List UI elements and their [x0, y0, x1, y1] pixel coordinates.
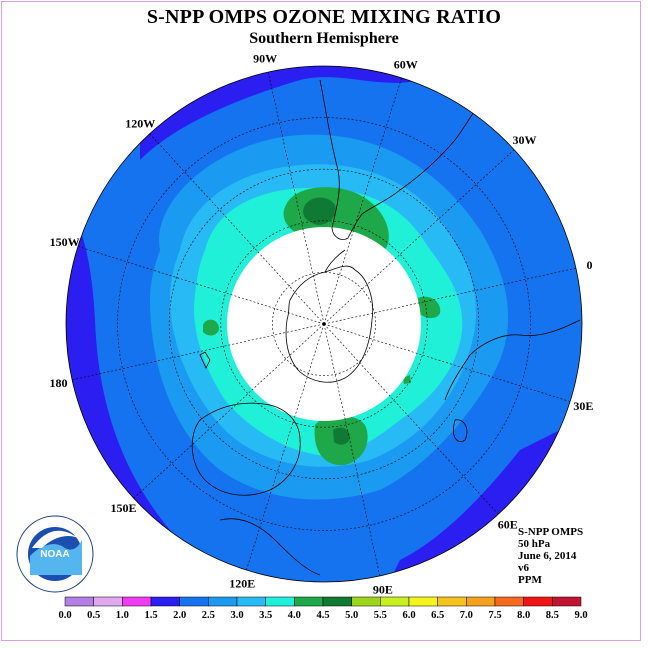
longitude-label: 0 — [587, 258, 593, 272]
meridian-line — [246, 323, 325, 571]
colorbar-tick-label: 9.0 — [574, 610, 587, 621]
image-frame — [1, 1, 641, 641]
colorbar-swatch — [208, 596, 238, 607]
colorbar-tick-label: 2.5 — [202, 610, 215, 621]
colorbar-swatch — [236, 596, 266, 607]
coast-new-zealand — [199, 351, 211, 369]
coast-madagascar — [453, 419, 468, 442]
colorbar-swatch — [523, 596, 553, 607]
longitude-label: 60E — [498, 518, 518, 532]
info-version: v6 — [518, 562, 529, 574]
colorbar-swatch — [265, 596, 295, 607]
colorbar-tick-label: 0.0 — [58, 610, 71, 621]
coast-africa — [444, 319, 581, 401]
noaa-logo-text: NOAA — [40, 549, 69, 560]
colorbar-tick-label: 8.0 — [517, 610, 530, 621]
graticule — [72, 72, 576, 576]
longitude-label: 120W — [125, 116, 155, 130]
longitude-label: 60W — [394, 58, 418, 72]
colorbar-tick-label: 7.0 — [460, 610, 473, 621]
south-pole-marker — [322, 322, 326, 326]
colorbar-swatch — [64, 596, 94, 607]
colorbar-tick-label: 6.0 — [402, 610, 415, 621]
info-date: June 6, 2014 — [518, 550, 577, 562]
colorbar-tick-label: 3.0 — [230, 610, 243, 621]
latitude-circle — [220, 220, 428, 428]
noaa-logo: NOAA — [16, 515, 94, 593]
colorbar-tick-label: 0.5 — [87, 610, 100, 621]
colorbar-swatch — [351, 596, 381, 607]
longitude-label: 90E — [373, 583, 393, 597]
colorbar-swatch — [322, 596, 352, 607]
map-border — [65, 65, 583, 583]
latitude-circle — [168, 168, 480, 480]
colorbar-swatch — [437, 596, 467, 607]
colorbar-swatch — [408, 596, 438, 607]
longitude-label: 30E — [573, 399, 593, 413]
colorbar-tick-label: 5.0 — [345, 610, 358, 621]
colorbar-swatch — [380, 596, 410, 607]
longitude-label: 120E — [229, 576, 255, 590]
colorbar-tick-label: 1.0 — [116, 610, 129, 621]
latitude-circle — [117, 117, 531, 531]
info-satellite: S-NPP OMPS — [518, 526, 584, 538]
info-pressure: 50 hPa — [518, 538, 551, 550]
colorbar-swatch — [122, 596, 152, 607]
colorbar-tick-label: 1.5 — [144, 610, 157, 621]
colorbar-tick-label: 5.5 — [374, 610, 387, 621]
ozone-contours — [66, 66, 582, 582]
colorbar-swatch — [150, 596, 180, 607]
colorbar-swatch — [179, 596, 209, 607]
colorbar-tick-label: 2.0 — [173, 610, 186, 621]
colorbar-tick-label: 4.5 — [316, 610, 329, 621]
meridian-line — [323, 323, 381, 576]
map-title: S-NPP OMPS OZONE MIXING RATIO — [146, 6, 502, 28]
contour-4-5-australia — [333, 427, 350, 445]
longitude-label: 150E — [110, 501, 136, 515]
contour-4-0-pacific — [203, 319, 219, 336]
colorbar-tick-label: 6.5 — [431, 610, 444, 621]
colorbar-tick-label: 8.5 — [546, 610, 559, 621]
colorbar-tick-label: 4.0 — [288, 610, 301, 621]
longitude-labels: 90W 60W 30W 0 30E 60E 90E 120E 150E 180 150W 120W — [49, 51, 593, 596]
meridian-line — [149, 133, 325, 325]
meridian-line — [77, 246, 325, 325]
meridian-line — [267, 72, 325, 325]
longitude-label: 30W — [513, 133, 537, 147]
meridian-line — [133, 323, 325, 499]
coastlines — [191, 79, 581, 576]
colorbar-swatch — [466, 596, 496, 607]
contour-4-5-south-america — [303, 197, 336, 225]
meridian-line — [323, 323, 571, 402]
meridian-line — [323, 77, 402, 325]
longitude-label: 150W — [50, 235, 80, 249]
meridian-line — [323, 149, 515, 325]
longitude-label: 90W — [253, 51, 277, 65]
coast-indonesia — [219, 518, 321, 576]
meridian-line — [323, 267, 576, 325]
coast-south-america — [319, 79, 491, 240]
map-subtitle: Southern Hemisphere — [249, 30, 399, 47]
colorbar-swatch — [494, 596, 524, 607]
colorbar-swatch — [93, 596, 123, 607]
latitude-circle — [272, 272, 376, 376]
colorbar-swatch — [294, 596, 324, 607]
colorbar-tick-label: 7.5 — [488, 610, 501, 621]
info-units: PPM — [518, 574, 542, 586]
coast-antarctic-peninsula — [324, 249, 346, 273]
colorbar-swatch — [552, 596, 582, 607]
coast-antarctica — [285, 265, 374, 383]
meridian-line — [323, 323, 499, 515]
coast-australia — [191, 402, 301, 496]
meridian-line — [72, 323, 325, 381]
colorbar: 0.0 0.5 1.0 1.5 2.0 2.5 3.0 3.5 4.0 4.5 5.0 5.5 6.0 6… — [58, 596, 588, 621]
longitude-label: 180 — [49, 376, 67, 390]
colorbar-tick-label: 3.5 — [259, 610, 272, 621]
